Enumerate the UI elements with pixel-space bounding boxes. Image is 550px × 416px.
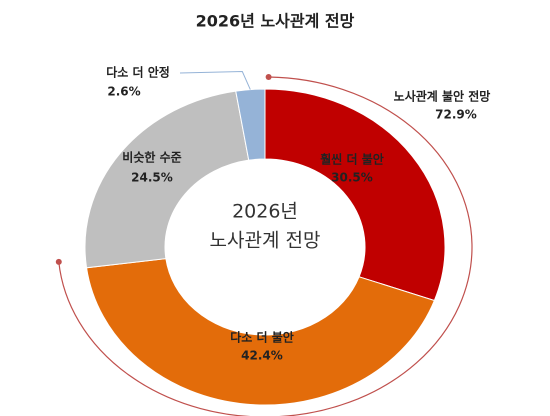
- segment-label: 다소 더 안정: [106, 65, 170, 80]
- donut-segment: [264, 88, 446, 302]
- donut-segment: [85, 258, 436, 406]
- annotation-arc: [58, 76, 473, 416]
- donut-segment: [84, 90, 250, 269]
- annotation-value: 72.9%: [435, 108, 477, 122]
- annotation-text: 노사관계 불안 전망: [394, 89, 491, 104]
- value-label: 42.4%: [241, 349, 283, 363]
- annotation-dot: [265, 74, 272, 81]
- value-label: 30.5%: [331, 171, 373, 185]
- value-label: 2.6%: [107, 85, 140, 99]
- value-label: 24.5%: [131, 171, 173, 185]
- segment-label: 다소 더 불안: [230, 330, 294, 345]
- center-text: 2026년: [232, 201, 298, 223]
- chart-title: 2026년 노사관계 전망: [196, 12, 355, 31]
- center-text: 노사관계 전망: [210, 230, 321, 252]
- annotation-dot: [55, 258, 62, 265]
- segment-label: 훨씬 더 불안: [320, 152, 384, 167]
- leader-line: [179, 71, 251, 90]
- donut-segment: [235, 88, 266, 161]
- segment-label: 비슷한 수준: [122, 150, 181, 165]
